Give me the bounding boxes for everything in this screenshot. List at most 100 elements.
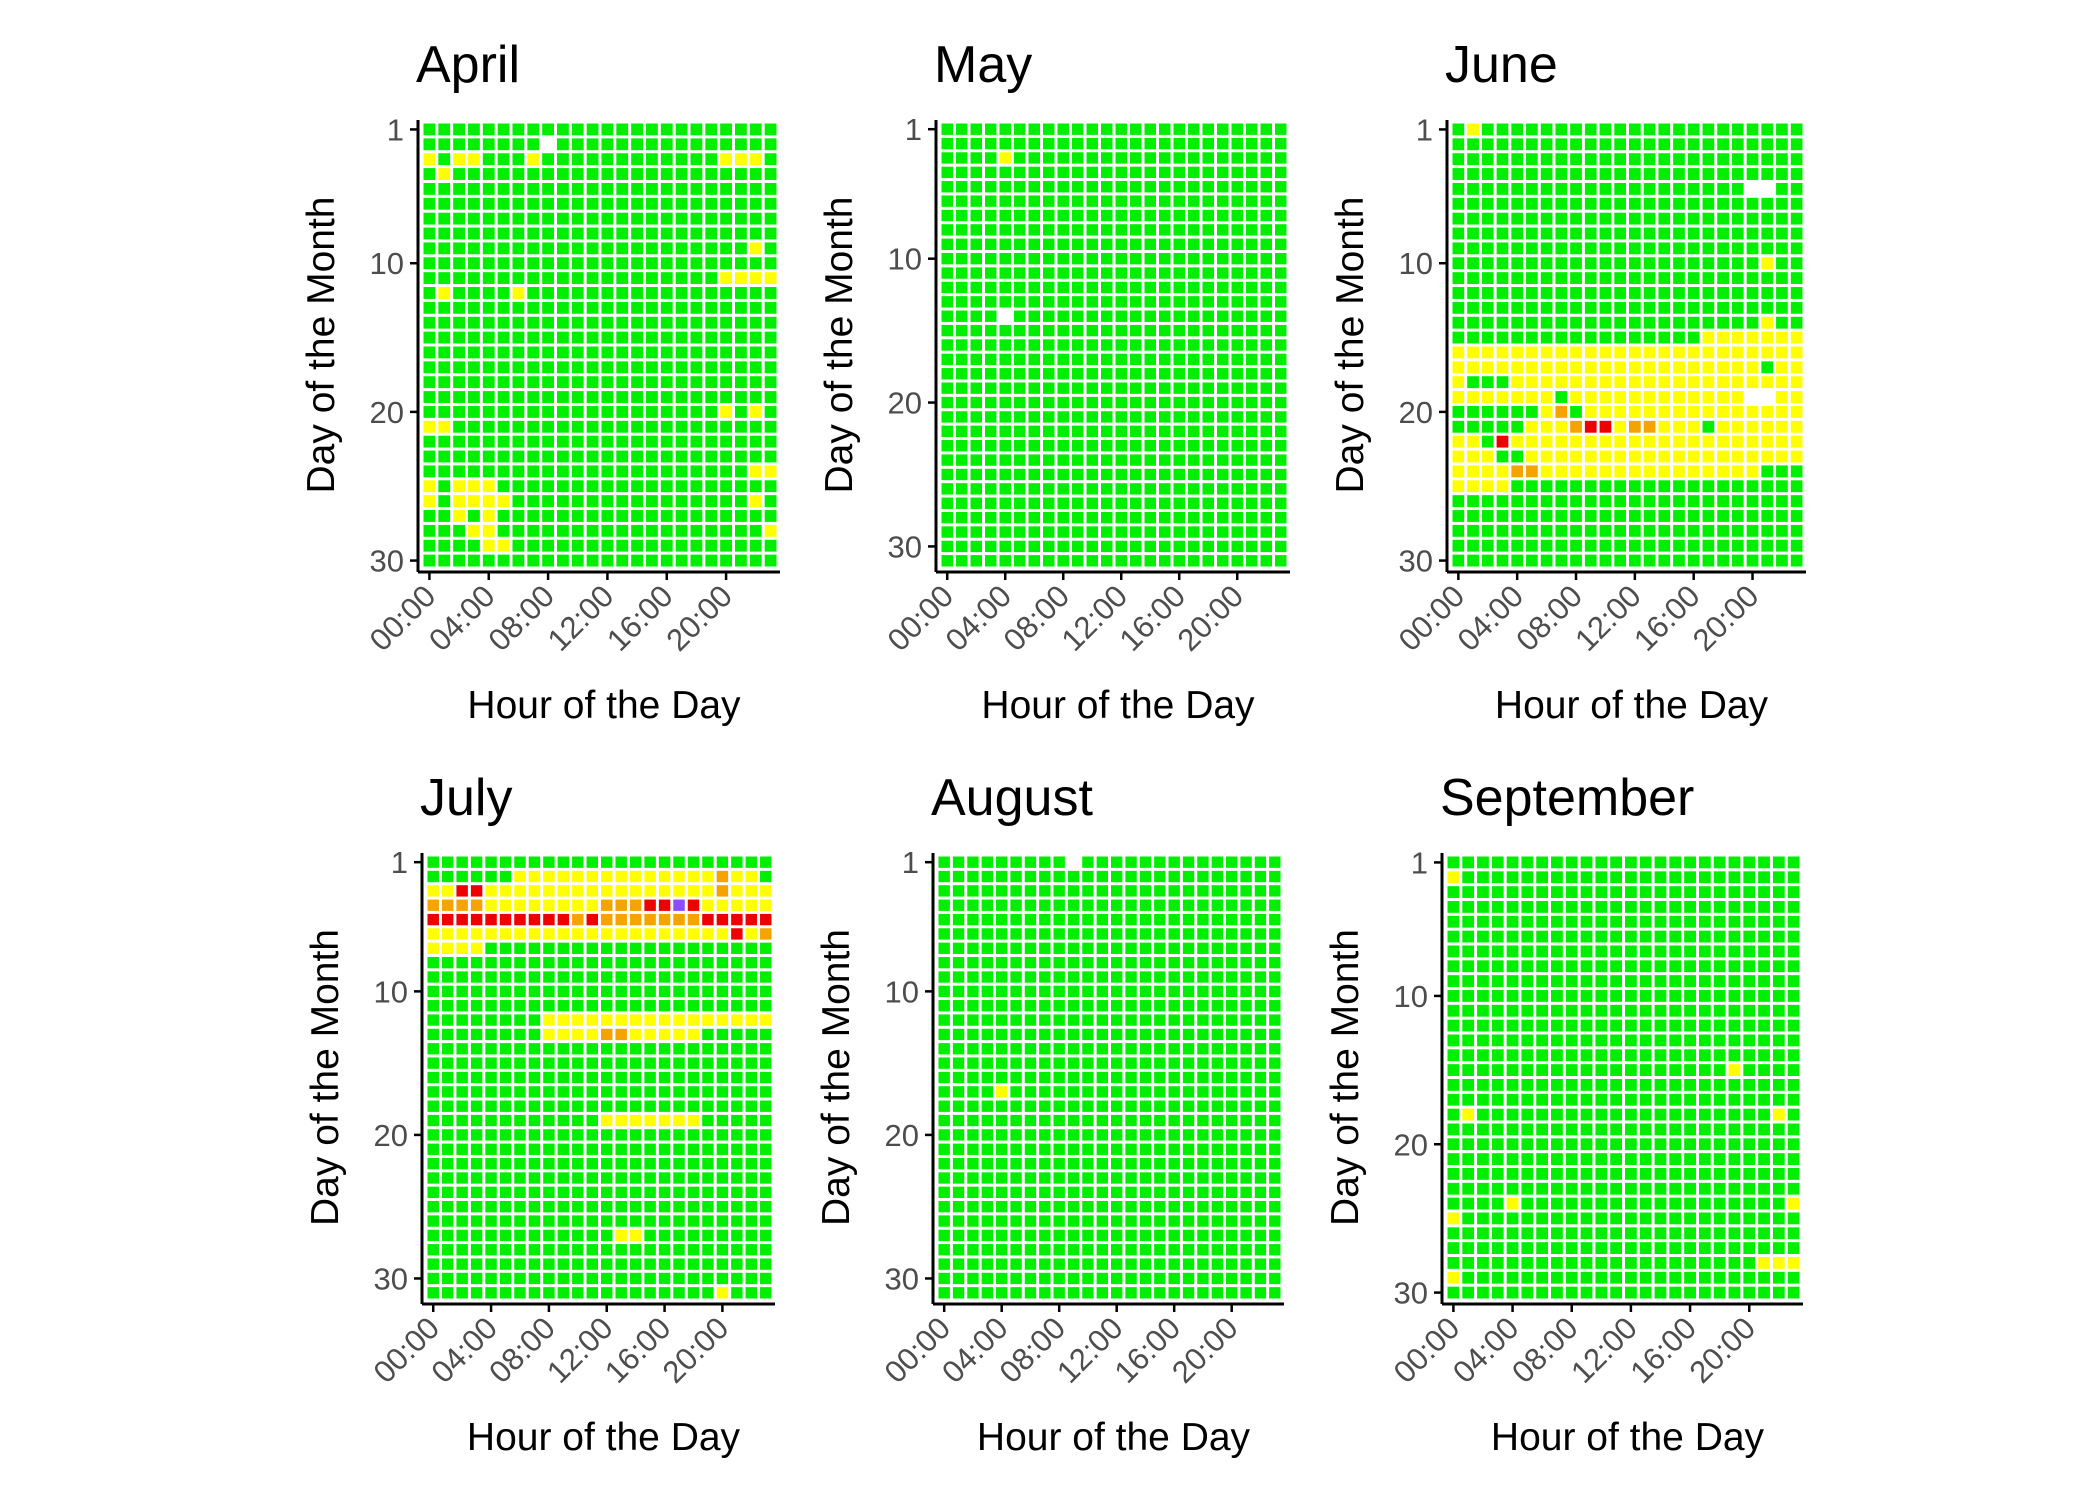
heatmap-cell [687,971,700,983]
heatmap-cell [1125,870,1137,883]
heatmap-cell [1240,1172,1252,1184]
heatmap-cell [731,1244,743,1256]
heatmap-cell [1787,1227,1800,1240]
heatmap-cell [586,1043,598,1055]
heatmap-cell [1787,1182,1800,1195]
heatmap-cell [1669,1182,1682,1195]
heatmap-cell [557,1215,570,1227]
heatmap-cell [1462,960,1475,973]
heatmap-cell [586,331,599,344]
heatmap-cell [1610,1257,1622,1269]
heatmap-cell [760,856,772,868]
heatmap-cell [675,287,688,299]
heatmap-cell [615,1258,627,1270]
heatmap-cell [956,468,968,481]
heatmap-cell [1246,339,1258,351]
heatmap-cell [527,316,540,329]
heatmap-cell [485,942,497,954]
heatmap-cell [1144,137,1156,150]
heatmap-cell [514,928,526,940]
x-tick-label: 12:00 [1564,1310,1644,1390]
heatmap-cell [456,1100,468,1112]
heatmap-cell [1731,153,1744,166]
heatmap-cell [1072,252,1084,265]
heatmap-cell [615,1157,627,1170]
heatmap-cell [1669,1212,1682,1225]
heatmap-cell [1211,1157,1224,1170]
heatmap-cell [542,524,554,537]
heatmap-cell [1139,1215,1152,1227]
heatmap-cell [1086,368,1098,380]
heatmap-cell [1467,361,1479,374]
heatmap-cell [764,554,777,567]
heatmap-cell [1776,272,1788,285]
heatmap-cell [745,1043,758,1055]
heatmap-cell [702,1000,714,1012]
heatmap-cell [1111,1057,1123,1069]
heatmap-cell [427,1157,439,1170]
heatmap-cell [512,287,525,299]
heatmap-cell [557,376,569,389]
heatmap-cell [629,1287,642,1299]
heatmap-cell [1057,468,1069,481]
heatmap-cell [1217,281,1229,294]
heatmap-cell [970,166,982,179]
heatmap-cell [1159,137,1171,150]
heatmap-cell [470,1000,483,1012]
heatmap-cell [1595,915,1608,928]
heatmap-cell [1010,1244,1022,1256]
heatmap-cell [1275,411,1287,423]
heatmap-cell [1182,1114,1195,1127]
heatmap-cell [1139,899,1152,911]
heatmap-cell [938,1186,950,1199]
heatmap-cell [1125,1201,1137,1213]
panel-august: August110203000:0004:0008:0012:0016:0020… [815,769,1284,1459]
heatmap-cell [1159,382,1171,394]
heatmap-cell [1039,1172,1051,1184]
heatmap-cell [512,361,525,374]
heatmap-cell [1787,1197,1800,1210]
heatmap-cell [1211,1000,1224,1012]
heatmap-cell [1467,539,1479,552]
heatmap-cell [687,1258,700,1270]
heatmap-cell [687,885,700,897]
heatmap-cell [499,1201,512,1213]
heatmap-cell [749,153,762,166]
heatmap-cell [1067,1043,1080,1055]
heatmap-cell [601,554,614,567]
heatmap-cell [1669,1123,1682,1136]
heatmap-cell [1254,1157,1267,1170]
heatmap-cell [1496,420,1509,433]
heatmap-cell [1717,272,1729,285]
heatmap-cell [1772,975,1785,987]
heatmap-cell [1010,1114,1022,1127]
heatmap-cell [1053,1129,1065,1141]
heatmap-cell [1625,1286,1637,1299]
heatmap-cell [1154,1157,1166,1170]
heatmap-cell [557,138,569,151]
heatmap-cell [571,287,584,299]
heatmap-cell [1260,468,1272,481]
heatmap-cell [1580,1168,1593,1180]
heatmap-cell [1039,1057,1051,1069]
heatmap-cell [720,539,732,552]
heatmap-cell [644,1157,656,1170]
heatmap-cell [716,1172,729,1184]
heatmap-cell [1168,1086,1180,1098]
heatmap-cell [1139,1186,1152,1199]
heatmap-cell [1086,353,1098,366]
heatmap-cell [1491,1123,1504,1136]
heatmap-cell [1217,339,1229,351]
heatmap-cell [644,856,656,868]
heatmap-cell [616,153,629,166]
heatmap-cell [1506,1182,1519,1195]
heatmap-cell [1698,901,1711,913]
heatmap-cell [586,168,599,180]
heatmap-cell [1580,1004,1593,1017]
heatmap-cell [557,870,570,883]
heatmap-cell [938,1114,950,1127]
heatmap-cell [1790,138,1803,151]
heatmap-cell [528,1172,541,1184]
heatmap-cell [1687,197,1700,210]
heatmap-cell [1772,960,1785,973]
